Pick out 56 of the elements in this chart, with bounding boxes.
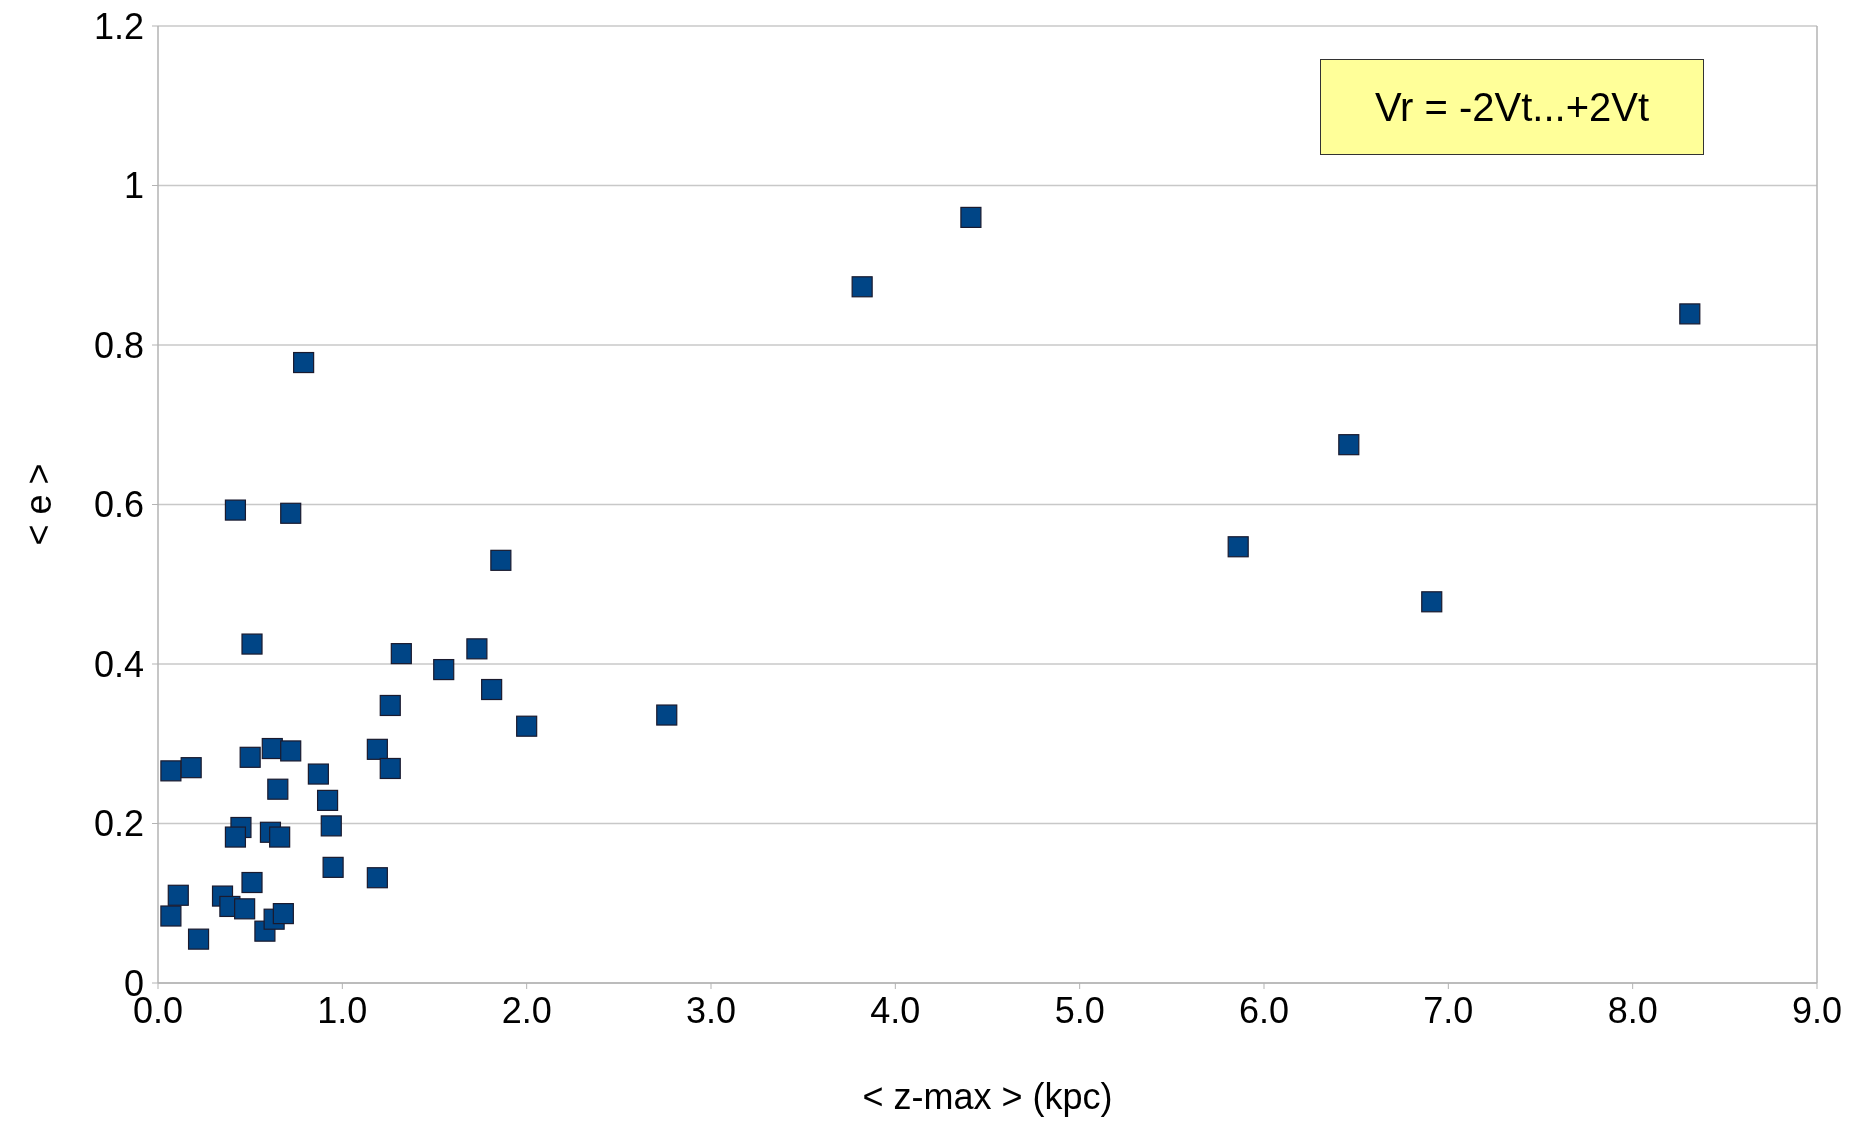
x-tick-label: 7.0 — [1423, 989, 1474, 1031]
point — [322, 856, 344, 878]
point — [272, 903, 294, 925]
point — [433, 658, 455, 681]
y-axis-title: < e > — [17, 463, 59, 546]
x-tick-label: 1.0 — [317, 989, 368, 1031]
point — [269, 826, 291, 848]
point — [293, 351, 315, 374]
point — [167, 884, 189, 906]
y-tick-label: 0.4 — [93, 643, 144, 685]
point — [160, 760, 182, 782]
point — [1338, 434, 1360, 456]
annotation: Vr = -2Vt...+2Vt — [1320, 59, 1704, 155]
point — [481, 678, 503, 701]
point — [390, 643, 412, 665]
y-tick-label: 0.2 — [93, 803, 144, 845]
point — [180, 757, 202, 779]
point — [366, 738, 388, 760]
x-tick-label: 9.0 — [1791, 989, 1843, 1031]
point — [1679, 303, 1701, 325]
x-axis-title: < z-max > (kpc) — [862, 1076, 1113, 1117]
x-tick-label: 8.0 — [1607, 989, 1658, 1031]
y-tick-label: 0.8 — [93, 324, 144, 366]
point — [316, 789, 339, 811]
point — [379, 694, 401, 717]
point — [379, 757, 401, 780]
point — [241, 633, 263, 655]
point — [187, 928, 210, 950]
point — [307, 763, 329, 785]
point — [241, 871, 263, 894]
point — [1227, 536, 1249, 558]
point — [851, 276, 873, 298]
point — [280, 502, 302, 524]
point — [267, 778, 289, 800]
y-tick-label: 1 — [123, 165, 144, 207]
point — [516, 715, 538, 737]
x-tick-label: 6.0 — [1238, 989, 1290, 1031]
x-tick-label: 3.0 — [685, 989, 737, 1031]
point — [960, 206, 982, 228]
y-tick-label: 0.6 — [93, 484, 144, 526]
point — [234, 898, 256, 920]
x-tick-label: 5.0 — [1054, 989, 1105, 1031]
point — [160, 905, 182, 927]
x-tick-label: 2.0 — [501, 989, 552, 1031]
point — [490, 549, 512, 571]
y-tick-label: 1.2 — [93, 5, 144, 47]
point — [280, 740, 302, 762]
point — [466, 638, 488, 660]
x-tick-label: 4.0 — [870, 989, 921, 1031]
point — [239, 746, 261, 768]
point — [656, 704, 678, 726]
point — [366, 867, 388, 889]
point — [1421, 591, 1443, 613]
point — [320, 815, 342, 837]
point — [224, 499, 247, 521]
point — [224, 826, 247, 848]
